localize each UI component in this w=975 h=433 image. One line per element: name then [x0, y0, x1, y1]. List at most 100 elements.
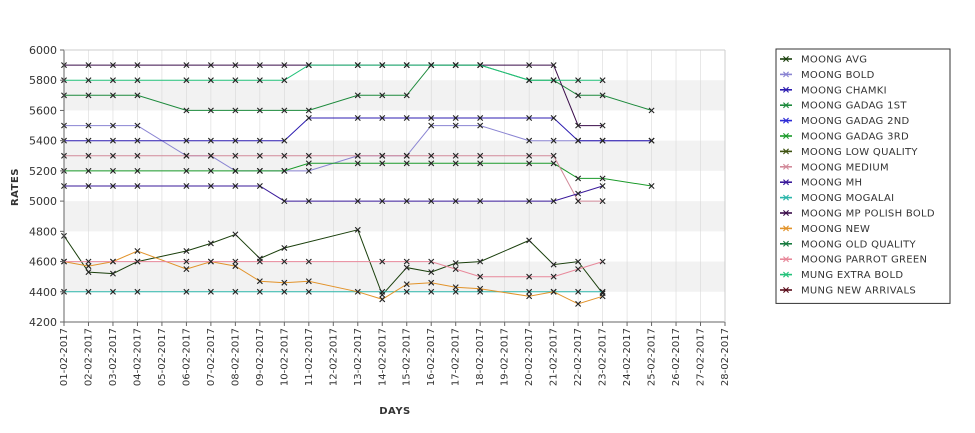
data-point: [232, 152, 239, 159]
data-point: [109, 122, 116, 129]
legend-marker: [783, 240, 789, 247]
legend-item-moong-mh: MOONG MH: [780, 178, 862, 189]
data-point: [354, 226, 361, 233]
data-point: [109, 92, 116, 99]
data-point: [256, 107, 263, 114]
data-point: [599, 198, 606, 205]
data-point: [452, 288, 459, 295]
data-point: [477, 258, 484, 265]
data-point: [452, 122, 459, 129]
data-point: [281, 279, 288, 286]
data-point: [526, 137, 533, 144]
data-point: [526, 152, 533, 159]
y-tick-label: 5400: [29, 135, 57, 148]
data-point: [109, 62, 116, 69]
legend-marker: [783, 133, 789, 139]
legend-label: MOONG LOW QUALITY: [801, 147, 918, 158]
legend-label: MOONG BOLD: [801, 70, 875, 81]
data-point: [403, 288, 410, 295]
y-tick-label: 4400: [29, 286, 57, 299]
legend-marker: [783, 179, 789, 186]
data-point: [477, 122, 484, 129]
legend-item-moong-mogalai: MOONG MOGALAI: [780, 193, 894, 204]
x-tick-label: 05-02-2017: [157, 328, 168, 386]
data-point: [477, 285, 484, 292]
data-point: [232, 288, 239, 295]
data-point: [452, 284, 459, 291]
data-point: [305, 62, 312, 69]
data-point: [281, 244, 288, 251]
data-point: [109, 77, 116, 84]
data-point: [379, 62, 386, 69]
x-tick-label: 06-02-2017: [181, 328, 192, 386]
data-point: [134, 137, 141, 144]
data-point: [109, 183, 116, 189]
data-point: [183, 183, 190, 189]
data-point: [452, 260, 459, 267]
data-point: [256, 77, 263, 84]
y-axis-title: RATES: [10, 168, 21, 206]
legend-marker: [783, 117, 789, 124]
data-point: [550, 77, 557, 84]
data-point: [354, 115, 361, 121]
data-point: [305, 198, 312, 205]
data-point: [281, 107, 288, 114]
data-point: [207, 288, 214, 295]
data-point: [232, 137, 239, 144]
data-point: [379, 152, 386, 159]
data-point: [183, 258, 190, 265]
y-tick-label: 5000: [29, 195, 57, 208]
x-tick-label: 23-02-2017: [598, 328, 609, 386]
legend-box: [775, 48, 951, 304]
x-tick-label: 09-02-2017: [255, 328, 266, 386]
data-point: [599, 288, 606, 295]
data-point: [256, 278, 263, 285]
x-tick-label: 10-02-2017: [279, 328, 290, 386]
data-point: [477, 62, 484, 69]
data-point: [575, 266, 582, 273]
x-tick-label: 02-02-2017: [83, 328, 94, 386]
data-point: [109, 137, 116, 144]
data-point: [281, 167, 288, 174]
x-tick-label: 07-02-2017: [206, 328, 217, 386]
x-tick-label: 28-02-2017: [720, 328, 731, 386]
data-point: [232, 167, 239, 174]
data-point: [85, 263, 92, 270]
x-tick-label: 24-02-2017: [622, 328, 633, 386]
legend-marker: [783, 71, 789, 78]
legend-item-moong-gadag-3rd: MOONG GADAG 3RD: [780, 132, 909, 143]
x-tick-label: 13-02-2017: [353, 328, 364, 386]
data-point: [428, 279, 435, 286]
data-point: [354, 160, 361, 167]
data-point: [232, 62, 239, 69]
legend-label: MOONG GADAG 1ST: [801, 101, 907, 112]
data-point: [526, 115, 533, 121]
data-point: [452, 160, 459, 167]
data-point: [281, 152, 288, 159]
legend-item-moong-medium: MOONG MEDIUM: [780, 162, 889, 173]
data-point: [379, 160, 386, 167]
data-point: [134, 62, 141, 69]
data-point: [575, 198, 582, 205]
data-point: [403, 62, 410, 69]
grid-band: [64, 201, 725, 232]
y-tick-label: 4800: [29, 225, 57, 238]
x-tick-label: 03-02-2017: [108, 328, 119, 386]
x-tick-label: 14-02-2017: [377, 328, 388, 386]
data-point: [85, 122, 92, 129]
x-axis-title: DAYS: [379, 406, 411, 417]
data-point: [575, 288, 582, 295]
data-point: [477, 198, 484, 205]
data-point: [403, 115, 410, 121]
data-point: [452, 266, 459, 273]
legend-marker: [783, 210, 789, 216]
y-tick-label: 5200: [29, 165, 57, 178]
data-point: [207, 62, 214, 69]
x-tick-label: 20-02-2017: [524, 328, 535, 386]
data-point: [379, 288, 386, 295]
data-point: [281, 137, 288, 144]
data-point: [256, 288, 263, 295]
data-point: [305, 288, 312, 295]
data-point: [575, 122, 582, 129]
